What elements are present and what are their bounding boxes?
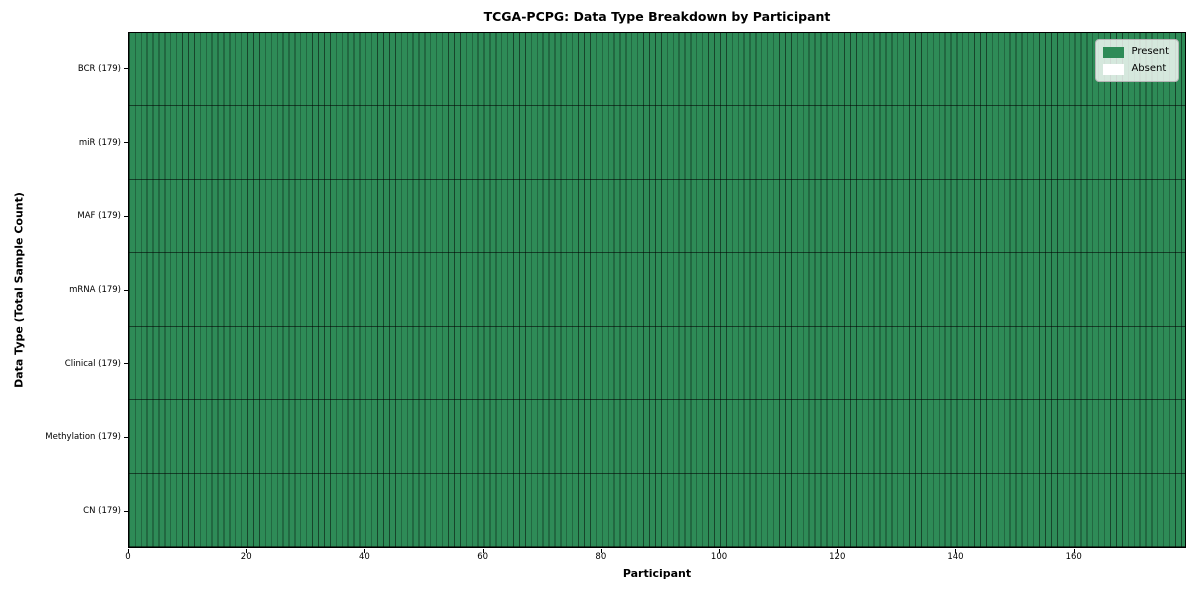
y-tick-mark [124,215,128,217]
x-tick-mark [600,549,602,553]
x-tick-mark [246,549,248,553]
x-tick-label: 120 [829,552,846,562]
x-tick-label: 80 [595,552,607,562]
y-tick-label: MAF (179) [77,211,121,222]
heatmap-row [129,400,1185,474]
y-tick-mark [124,363,128,365]
y-tick-label: miR (179) [78,137,121,148]
x-axis-label: Participant [622,567,692,580]
legend-entry: Absent [1103,63,1169,75]
legend-swatch-present [1103,46,1125,58]
y-tick-label: CN (179) [83,506,121,517]
chart-title: TCGA-PCPG: Data Type Breakdown by Partic… [483,9,831,24]
legend-label: Absent [1131,63,1167,74]
legend-swatch-absent [1103,63,1125,75]
heatmap-row [129,326,1185,401]
y-tick-mark [124,68,128,70]
legend-entry: Present [1103,46,1169,58]
legend-label: Present [1131,46,1169,57]
x-tick-mark [364,549,366,553]
heatmap-row [129,253,1185,327]
x-tick-mark [719,549,721,553]
x-tick-label: 60 [477,552,489,562]
legend: Present Absent [1095,39,1179,82]
x-tick-mark [1073,549,1075,553]
x-tick-label: 0 [125,552,131,562]
y-tick-mark [124,510,128,512]
heatmap-row [129,33,1185,107]
heatmap-row [129,179,1185,254]
y-tick-label: BCR (179) [77,63,121,74]
y-tick-label: Methylation (179) [45,432,121,443]
x-tick-label: 40 [359,552,370,562]
x-tick-label: 20 [240,552,252,562]
y-tick-mark [124,436,128,438]
x-tick-mark [837,549,839,553]
y-tick-label: mRNA (179) [69,285,121,295]
y-tick-mark [124,142,128,144]
x-tick-mark [128,549,129,553]
x-tick-label: 160 [1065,552,1082,562]
heatmap-row [129,473,1185,547]
plot-area: Present Absent [128,32,1186,548]
x-tick-label: 100 [710,552,728,562]
heatmap-row [129,106,1185,180]
x-tick-mark [955,549,957,553]
y-tick-label: Clinical (179) [64,358,121,369]
x-tick-mark [482,549,484,553]
y-tick-mark [124,289,128,291]
x-tick-label: 140 [947,552,964,562]
